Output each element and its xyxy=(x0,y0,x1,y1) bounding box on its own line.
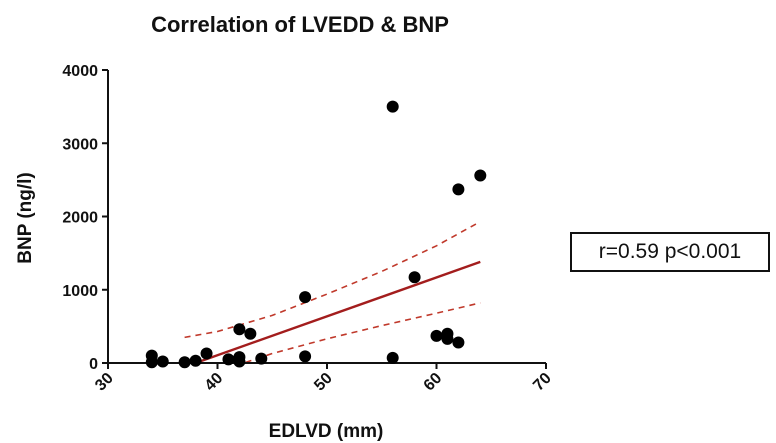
data-point xyxy=(386,100,399,113)
y-tick-label: 3000 xyxy=(62,136,98,153)
x-tick-label: 50 xyxy=(311,370,336,395)
data-point xyxy=(299,291,312,304)
data-point xyxy=(441,332,454,345)
data-point xyxy=(189,354,202,367)
correlation-annotation: r=0.59 p<0.001 xyxy=(570,232,770,272)
data-point xyxy=(244,327,257,340)
data-point xyxy=(430,329,443,342)
x-tick-label: 40 xyxy=(202,370,227,395)
y-tick-label: 2000 xyxy=(62,210,98,227)
regression-line xyxy=(195,260,481,365)
data-point xyxy=(200,347,213,360)
y-tick-label: 1000 xyxy=(62,283,98,300)
x-tick-label: 70 xyxy=(530,370,555,395)
data-point xyxy=(452,336,465,349)
chart-title: Correlation of LVEDD & BNP xyxy=(151,12,449,37)
data-point xyxy=(145,356,158,369)
confidence-band-layer xyxy=(184,220,481,363)
data-points xyxy=(145,100,487,369)
y-tick-label: 4000 xyxy=(62,63,98,80)
data-point xyxy=(474,169,487,182)
data-point xyxy=(299,350,312,363)
data-point xyxy=(386,351,399,364)
data-point xyxy=(452,183,465,196)
confidence-band-upper xyxy=(184,220,481,339)
data-point xyxy=(156,355,169,368)
y-tick-label: 0 xyxy=(89,356,98,373)
x-tick-label: 30 xyxy=(92,370,117,395)
x-tick-label: 60 xyxy=(421,370,446,395)
data-point xyxy=(233,323,246,336)
data-point xyxy=(233,355,246,368)
data-point xyxy=(408,271,421,284)
data-point xyxy=(255,352,268,365)
regression-line-layer xyxy=(195,260,481,365)
x-axis-label: EDLVD (mm) xyxy=(269,421,384,442)
data-point xyxy=(178,356,191,369)
axes: 0 1000 2000 3000 4000 30 40 50 60 70 xyxy=(62,63,554,394)
y-axis-label: BNP (ng/l) xyxy=(15,172,36,263)
data-point xyxy=(222,353,235,366)
